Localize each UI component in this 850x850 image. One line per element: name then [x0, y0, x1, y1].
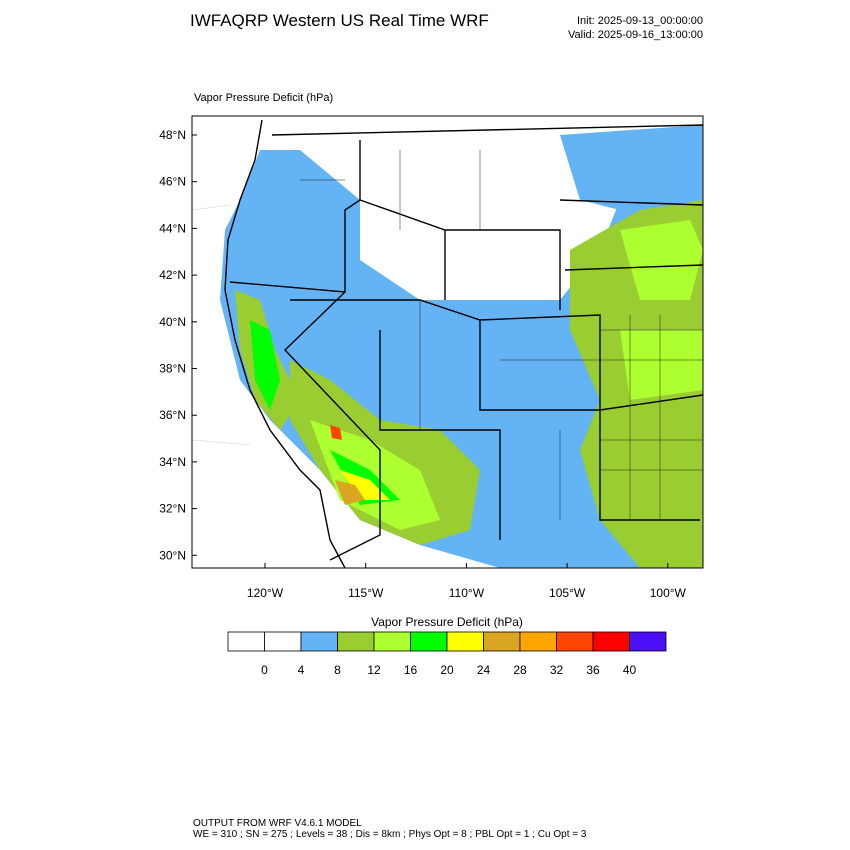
colorbar-label: 36 — [586, 663, 600, 677]
colorbar-title: Vapor Pressure Deficit (hPa) — [371, 615, 523, 629]
colorbar-box — [556, 631, 594, 652]
lat-label: 30°N — [159, 548, 186, 562]
lat-label: 38°N — [159, 362, 186, 376]
colorbar-label: 40 — [623, 663, 637, 677]
page-title: IWFAQRP Western US Real Time WRF — [190, 11, 489, 30]
colorbar-box — [483, 631, 521, 652]
vpd-patch — [250, 320, 280, 410]
footer-line: WE = 310 ; SN = 275 ; Levels = 38 ; Dis … — [193, 829, 587, 840]
init-time: Init: 2025-09-13_00:00:00 — [577, 15, 703, 27]
map-frame — [191, 115, 704, 569]
colorbar-label: 8 — [334, 663, 341, 677]
vpd-patch — [330, 450, 400, 505]
lat-label: 48°N — [159, 128, 186, 142]
colorbar-box — [592, 631, 630, 652]
lat-label: 40°N — [159, 315, 186, 329]
county-lines — [300, 150, 703, 520]
colorbar-box — [227, 631, 265, 652]
colorbar-label: 32 — [550, 663, 564, 677]
state-border — [229, 124, 703, 561]
lat-label: 44°N — [159, 221, 186, 235]
colorbar-box — [629, 631, 667, 652]
colorbar-label: 16 — [404, 663, 418, 677]
colorbar-label: 0 — [261, 663, 268, 677]
colorbar-label: 24 — [477, 663, 491, 677]
vpd-patch — [330, 425, 342, 440]
vpd-patch — [335, 480, 365, 505]
lon-label: 105°W — [549, 586, 586, 600]
vpd-patch — [620, 330, 703, 400]
footer-line: OUTPUT FROM WRF V4.6.1 MODEL — [193, 818, 362, 829]
map: 48°N 46°N 44°N 42°N 40°N 38°N 36°N 34°N 32°N 30°N… — [159, 115, 704, 600]
colorbar-box — [337, 631, 375, 652]
valid-time: Valid: 2025-09-16_13:00:00 — [568, 29, 703, 41]
lon-label: 100°W — [650, 586, 687, 600]
colorbar-label: 4 — [298, 663, 305, 677]
vpd-patch — [560, 125, 703, 210]
colorbar-box — [519, 631, 557, 652]
colorbar-box — [446, 631, 484, 652]
lat-label: 34°N — [159, 455, 186, 469]
colorbar-box — [264, 631, 302, 652]
vpd-patch — [340, 470, 390, 500]
colorbar-label: 28 — [513, 663, 527, 677]
map-title: Vapor Pressure Deficit (hPa) — [194, 92, 333, 104]
colorbar-box — [373, 631, 411, 652]
lat-label: 36°N — [159, 408, 186, 422]
coastline — [224, 119, 346, 568]
colorbar-label: 20 — [440, 663, 454, 677]
colorbar-label: 12 — [367, 663, 381, 677]
colorbar-box — [410, 631, 448, 652]
graticule — [192, 204, 251, 446]
colorbar-box — [300, 631, 338, 652]
lat-label: 32°N — [159, 502, 186, 516]
lon-label: 110°W — [449, 586, 485, 600]
vpd-patch — [620, 220, 703, 300]
lon-label: 120°W — [247, 586, 284, 600]
lon-label: 115°W — [348, 586, 384, 600]
lat-label: 46°N — [159, 175, 186, 189]
lat-label: 42°N — [159, 268, 186, 282]
colorbar: 0 4 8 12 16 20 24 28 32 36 40 — [227, 631, 667, 677]
